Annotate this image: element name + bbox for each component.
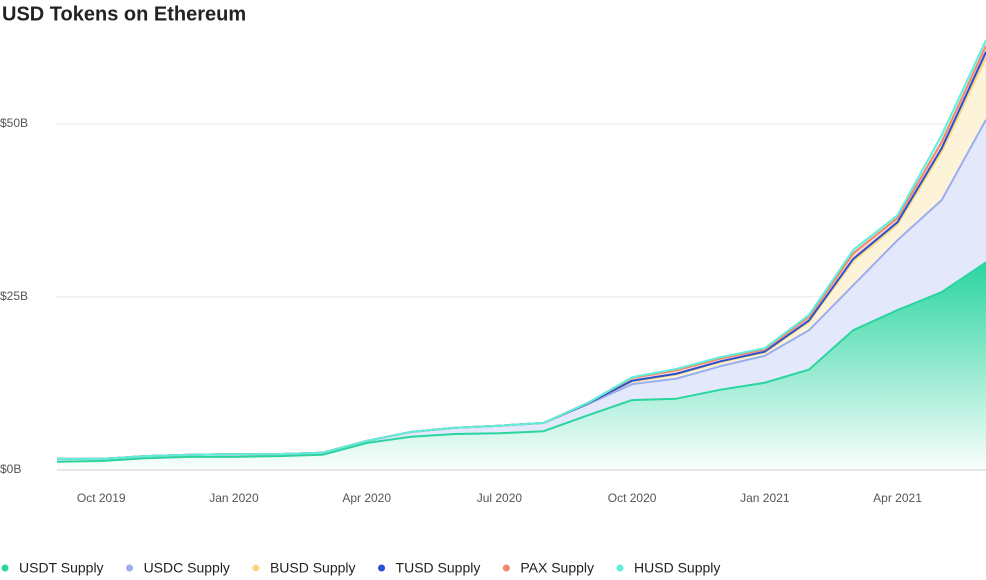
x-tick-label: Oct 2019 <box>77 491 126 505</box>
legend-label: BUSD Supply <box>270 560 356 576</box>
x-tick-label: Jan 2020 <box>209 491 259 505</box>
x-tick-label: Apr 2020 <box>342 491 391 505</box>
legend-marker <box>252 564 260 572</box>
x-tick-label: Jul 2020 <box>477 491 523 505</box>
legend-label: USDT Supply <box>19 560 104 576</box>
legend-marker <box>126 564 134 572</box>
series-line <box>56 261 986 463</box>
legend-label: PAX Supply <box>520 560 594 576</box>
x-tick-label: Apr 2021 <box>873 491 922 505</box>
chart-title: USD Tokens on Ethereum <box>2 3 246 25</box>
legend-marker <box>1 564 9 572</box>
legend-marker <box>378 564 386 572</box>
legend-label: TUSD Supply <box>396 560 481 576</box>
y-tick-label: $50B <box>0 116 28 130</box>
area-fill <box>57 262 986 470</box>
area-fill <box>57 119 986 462</box>
legend-label: USDC Supply <box>144 560 230 576</box>
x-tick-label: Jan 2021 <box>740 491 790 505</box>
x-tick-label: Oct 2020 <box>608 491 657 505</box>
legend-label: HUSD Supply <box>634 560 720 576</box>
legend-marker <box>616 564 624 572</box>
series-line <box>57 39 986 460</box>
y-tick-label: $25B <box>0 289 28 303</box>
legend-marker <box>502 564 510 572</box>
y-tick-label: $0B <box>0 462 21 476</box>
